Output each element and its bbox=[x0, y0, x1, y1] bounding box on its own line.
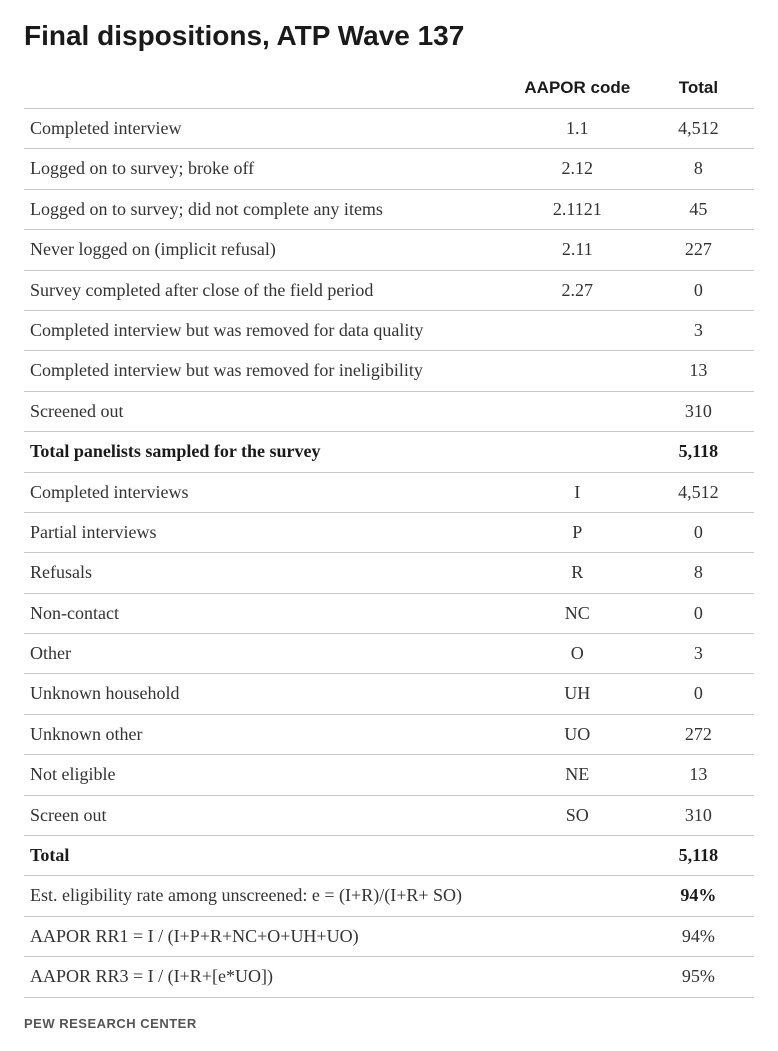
table-row: Logged on to survey; did not complete an… bbox=[24, 189, 754, 229]
source-attribution: PEW RESEARCH CENTER bbox=[24, 1016, 754, 1031]
row-label: Total panelists sampled for the survey bbox=[24, 432, 512, 472]
row-total: 94% bbox=[643, 876, 754, 916]
row-code: P bbox=[512, 512, 643, 552]
row-total: 8 bbox=[643, 149, 754, 189]
row-total: 8 bbox=[643, 553, 754, 593]
row-total: 272 bbox=[643, 714, 754, 754]
row-label: Completed interview bbox=[24, 109, 512, 149]
table-row: Partial interviewsP0 bbox=[24, 512, 754, 552]
row-code: 1.1 bbox=[512, 109, 643, 149]
row-label: Partial interviews bbox=[24, 512, 512, 552]
row-code: 2.11 bbox=[512, 230, 643, 270]
col-header-label bbox=[24, 70, 512, 109]
table-row: AAPOR RR1 = I / (I+P+R+NC+O+UH+UO) 94% bbox=[24, 916, 754, 956]
row-code bbox=[512, 432, 643, 472]
table-row: Completed interviewsI4,512 bbox=[24, 472, 754, 512]
row-total: 4,512 bbox=[643, 109, 754, 149]
row-total: 310 bbox=[643, 795, 754, 835]
row-label: Logged on to survey; broke off bbox=[24, 149, 512, 189]
row-total: 0 bbox=[643, 270, 754, 310]
row-code bbox=[512, 391, 643, 431]
table-row: Completed interview but was removed for … bbox=[24, 351, 754, 391]
row-total: 227 bbox=[643, 230, 754, 270]
row-label: Logged on to survey; did not complete an… bbox=[24, 189, 512, 229]
row-code bbox=[512, 310, 643, 350]
table-row: Unknown householdUH0 bbox=[24, 674, 754, 714]
row-total: 0 bbox=[643, 593, 754, 633]
row-total: 95% bbox=[643, 957, 754, 997]
row-label: Completed interview but was removed for … bbox=[24, 310, 512, 350]
row-code bbox=[512, 876, 643, 916]
row-code: 2.1121 bbox=[512, 189, 643, 229]
row-total: 5,118 bbox=[643, 836, 754, 876]
table-row: Total 5,118 bbox=[24, 836, 754, 876]
row-code bbox=[512, 916, 643, 956]
row-code: SO bbox=[512, 795, 643, 835]
row-label: Unknown other bbox=[24, 714, 512, 754]
table-row: OtherO3 bbox=[24, 634, 754, 674]
row-total: 3 bbox=[643, 634, 754, 674]
table-row: RefusalsR8 bbox=[24, 553, 754, 593]
row-label: Other bbox=[24, 634, 512, 674]
col-header-total: Total bbox=[643, 70, 754, 109]
row-label: AAPOR RR3 = I / (I+R+[e*UO]) bbox=[24, 957, 512, 997]
table-row: Logged on to survey; broke off2.128 bbox=[24, 149, 754, 189]
table-row: Survey completed after close of the fiel… bbox=[24, 270, 754, 310]
table-header-row: AAPOR code Total bbox=[24, 70, 754, 109]
row-total: 0 bbox=[643, 512, 754, 552]
row-label: Refusals bbox=[24, 553, 512, 593]
row-total: 13 bbox=[643, 351, 754, 391]
row-label: Total bbox=[24, 836, 512, 876]
row-label: Survey completed after close of the fiel… bbox=[24, 270, 512, 310]
table-row: AAPOR RR3 = I / (I+R+[e*UO]) 95% bbox=[24, 957, 754, 997]
row-label: AAPOR RR1 = I / (I+P+R+NC+O+UH+UO) bbox=[24, 916, 512, 956]
table-row: Est. eligibility rate among unscreened: … bbox=[24, 876, 754, 916]
row-label: Not eligible bbox=[24, 755, 512, 795]
row-label: Non-contact bbox=[24, 593, 512, 633]
table-row: Screened out 310 bbox=[24, 391, 754, 431]
row-total: 4,512 bbox=[643, 472, 754, 512]
row-total: 3 bbox=[643, 310, 754, 350]
row-total: 45 bbox=[643, 189, 754, 229]
page-title: Final dispositions, ATP Wave 137 bbox=[24, 20, 754, 52]
row-total: 5,118 bbox=[643, 432, 754, 472]
row-label: Screened out bbox=[24, 391, 512, 431]
table-row: Unknown otherUO272 bbox=[24, 714, 754, 754]
row-label: Never logged on (implicit refusal) bbox=[24, 230, 512, 270]
col-header-code: AAPOR code bbox=[512, 70, 643, 109]
table-row: Completed interview but was removed for … bbox=[24, 310, 754, 350]
row-label: Unknown household bbox=[24, 674, 512, 714]
row-code: 2.12 bbox=[512, 149, 643, 189]
row-label: Completed interview but was removed for … bbox=[24, 351, 512, 391]
row-code: NE bbox=[512, 755, 643, 795]
table-row: Screen outSO310 bbox=[24, 795, 754, 835]
row-label: Est. eligibility rate among unscreened: … bbox=[24, 876, 512, 916]
row-total: 13 bbox=[643, 755, 754, 795]
row-code bbox=[512, 351, 643, 391]
row-label: Completed interviews bbox=[24, 472, 512, 512]
table-row: Never logged on (implicit refusal)2.1122… bbox=[24, 230, 754, 270]
row-total: 0 bbox=[643, 674, 754, 714]
table-row: Not eligibleNE13 bbox=[24, 755, 754, 795]
row-code: 2.27 bbox=[512, 270, 643, 310]
row-label: Screen out bbox=[24, 795, 512, 835]
table-row: Completed interview1.14,512 bbox=[24, 109, 754, 149]
row-total: 310 bbox=[643, 391, 754, 431]
table-row: Non-contactNC0 bbox=[24, 593, 754, 633]
row-code: UO bbox=[512, 714, 643, 754]
table-row: Total panelists sampled for the survey 5,… bbox=[24, 432, 754, 472]
row-code: I bbox=[512, 472, 643, 512]
row-code bbox=[512, 957, 643, 997]
row-code: UH bbox=[512, 674, 643, 714]
row-code: O bbox=[512, 634, 643, 674]
row-code: NC bbox=[512, 593, 643, 633]
row-code: R bbox=[512, 553, 643, 593]
row-total: 94% bbox=[643, 916, 754, 956]
dispositions-table: AAPOR code Total Completed interview1.14… bbox=[24, 70, 754, 998]
row-code bbox=[512, 836, 643, 876]
